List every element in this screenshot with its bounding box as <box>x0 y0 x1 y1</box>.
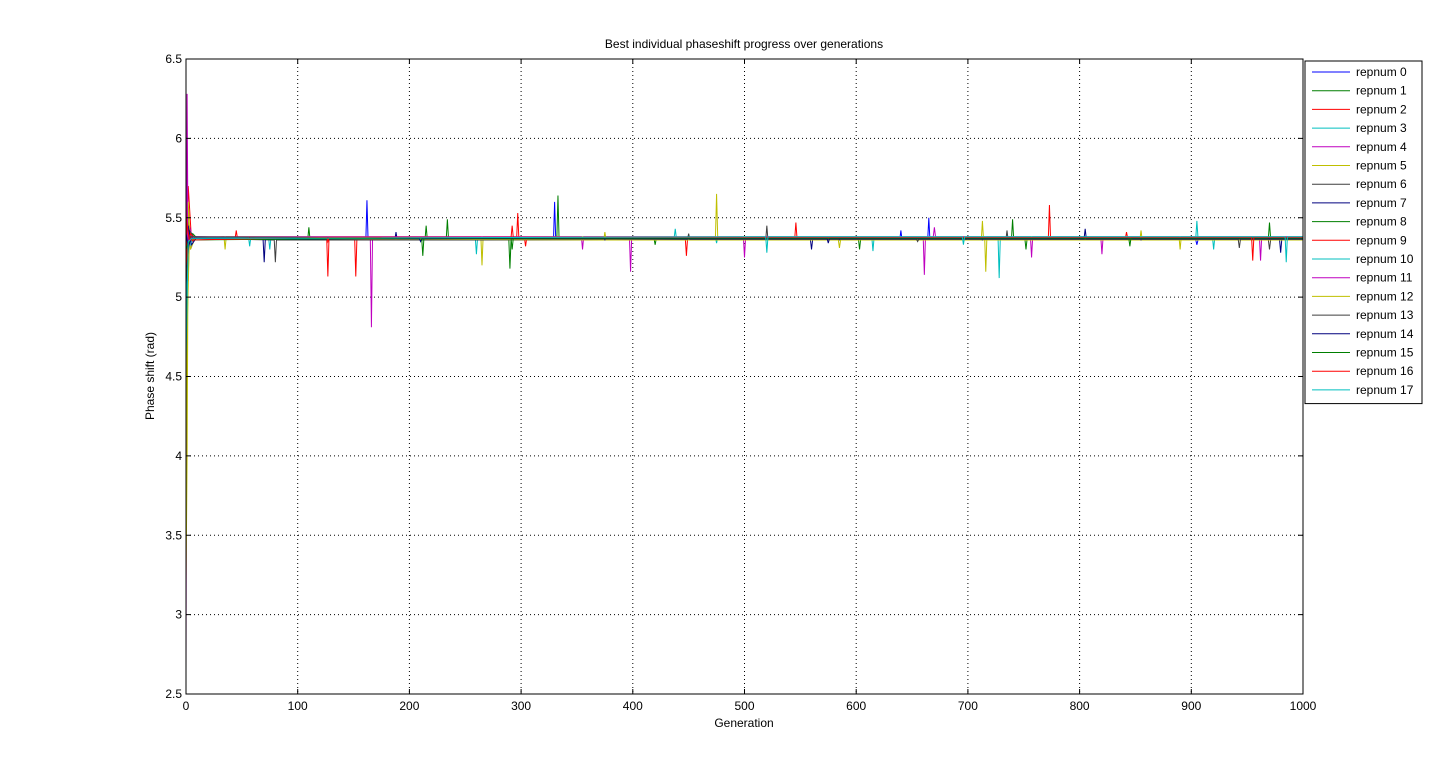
x-tick-label: 900 <box>1181 699 1201 713</box>
legend-label: repnum 6 <box>1356 177 1407 191</box>
legend-box <box>1304 60 1423 405</box>
legend-label: repnum 2 <box>1356 102 1407 116</box>
legend-label: repnum 3 <box>1356 121 1407 135</box>
legend: repnum 0 repnum 1 repnum 2 repnum 3 repnum 4… <box>1304 60 1423 405</box>
y-tick-label: 3.5 <box>165 528 182 542</box>
legend-label: repnum 15 <box>1356 346 1414 360</box>
x-tick-label: 700 <box>958 699 978 713</box>
y-tick-label: 5.5 <box>165 211 182 225</box>
y-tick-label: 6 <box>175 131 182 145</box>
legend-label: repnum 10 <box>1356 252 1414 266</box>
legend-label: repnum 0 <box>1356 65 1407 79</box>
axis-ticks: 0 100 200 300 400 500 600 700 800 900 1000 2.5 3 3.5 4… <box>165 52 1316 713</box>
legend-label: repnum 13 <box>1356 308 1414 322</box>
y-tick-label: 2.5 <box>165 687 182 701</box>
series-line-17 <box>185 236 1303 361</box>
x-tick-label: 600 <box>846 699 866 713</box>
legend-label: repnum 5 <box>1356 159 1407 173</box>
x-tick-label: 500 <box>734 699 754 713</box>
legend-label: repnum 12 <box>1356 289 1414 303</box>
y-axis-label: Phase shift (rad) <box>143 332 157 420</box>
legend-label: repnum 16 <box>1356 364 1414 378</box>
legend-label: repnum 1 <box>1356 84 1407 98</box>
y-tick-label: 3 <box>175 608 182 622</box>
legend-label: repnum 8 <box>1356 215 1407 229</box>
x-tick-label: 800 <box>1070 699 1090 713</box>
y-tick-label: 4 <box>175 449 182 463</box>
chart-title: Best individual phaseshift progress over… <box>605 37 883 51</box>
x-tick-label: 200 <box>399 699 419 713</box>
legend-label: repnum 14 <box>1356 327 1414 341</box>
legend-label: repnum 9 <box>1356 233 1407 247</box>
y-tick-label: 4.5 <box>165 370 182 384</box>
y-tick-label: 6.5 <box>165 52 182 66</box>
legend-label: repnum 11 <box>1356 271 1413 285</box>
x-tick-label: 100 <box>288 699 308 713</box>
x-axis-label: Generation <box>714 716 773 730</box>
legend-label: repnum 7 <box>1356 196 1407 210</box>
legend-label: repnum 17 <box>1356 383 1414 397</box>
y-tick-label: 5 <box>175 290 182 304</box>
plot-series <box>185 93 1303 671</box>
x-tick-label: 400 <box>623 699 643 713</box>
x-tick-label: 1000 <box>1290 699 1317 713</box>
series-line-13 <box>185 233 1303 282</box>
legend-label: repnum 4 <box>1356 140 1407 154</box>
x-tick-label: 300 <box>511 699 531 713</box>
x-tick-label: 0 <box>183 699 190 713</box>
